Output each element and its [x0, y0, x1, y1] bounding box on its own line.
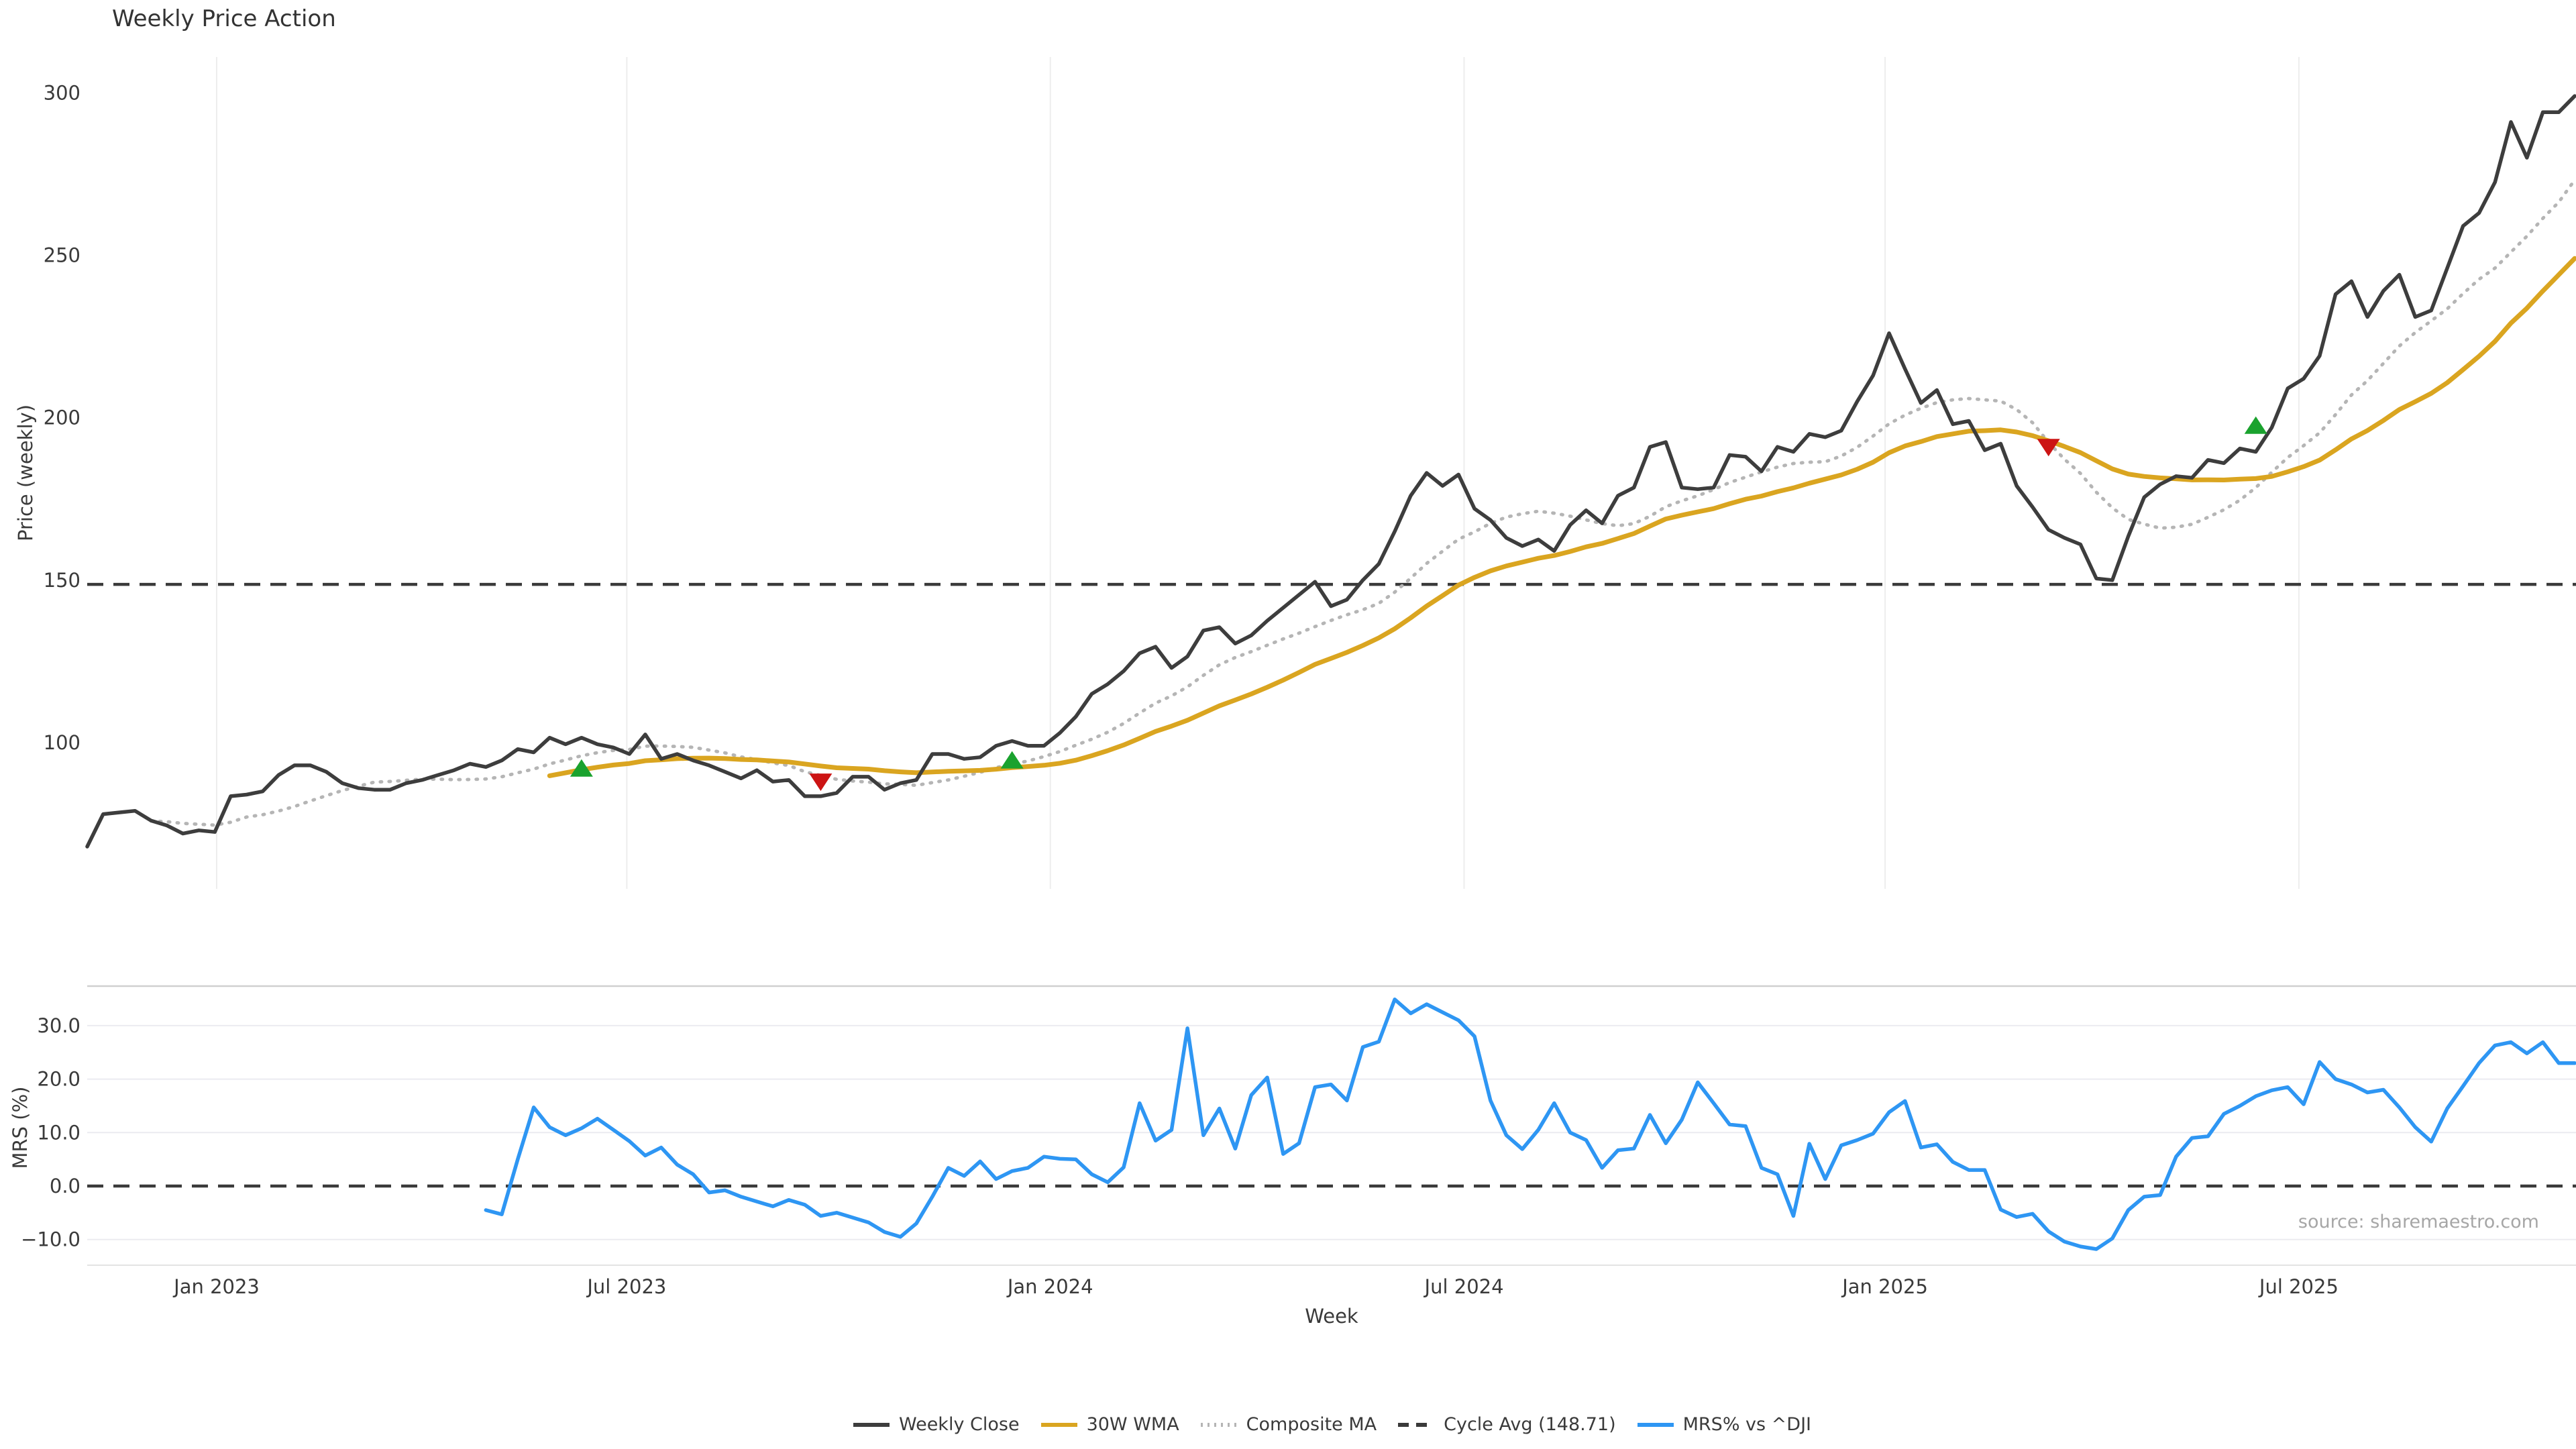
x-tick-label: Jul 2023 — [586, 1275, 666, 1298]
page-title: Weekly Price Action — [112, 5, 336, 32]
legend-swatch-solid — [853, 1422, 890, 1427]
legend-item: Cycle Avg (148.71) — [1397, 1414, 1616, 1435]
buy-signal-marker — [1000, 751, 1024, 769]
mrs-y-tick-label: 0.0 — [50, 1175, 80, 1197]
mrs-y-tick-label: 20.0 — [37, 1068, 80, 1091]
legend-item: 30W WMA — [1040, 1414, 1179, 1435]
legend-label: Composite MA — [1246, 1414, 1377, 1435]
price-y-tick-label: 150 — [44, 569, 80, 592]
legend-item: MRS% vs ^DJI — [1636, 1414, 1811, 1435]
legend-item: Composite MA — [1199, 1414, 1377, 1435]
buy-signal-marker — [570, 759, 593, 777]
wma-30w-line — [547, 256, 2576, 778]
composite-ma-line — [149, 178, 2576, 827]
x-tick-label: Jul 2024 — [1424, 1275, 1504, 1298]
legend-label: Cycle Avg (148.71) — [1444, 1414, 1616, 1435]
source-attribution: source: sharemaestro.com — [2298, 1212, 2539, 1232]
sell-signal-marker — [2037, 439, 2060, 457]
price-y-tick-label: 100 — [44, 731, 80, 754]
price-y-tick-label: 200 — [44, 407, 80, 429]
x-tick-label: Jan 2023 — [172, 1275, 260, 1298]
x-tick-label: Jul 2025 — [2258, 1275, 2339, 1298]
chart-legend: Weekly Close 30W WMA Composite MA Cycle Avg… — [87, 1414, 2576, 1435]
x-axis-label: Week — [1305, 1305, 1358, 1328]
price-y-tick-label: 250 — [44, 244, 80, 266]
legend-swatch-dotted — [1200, 1422, 1237, 1427]
x-tick-label: Jan 2024 — [1006, 1275, 1093, 1298]
x-tick-label: Jan 2025 — [1841, 1275, 1928, 1298]
legend-label: MRS% vs ^DJI — [1682, 1414, 1812, 1435]
legend-label: Weekly Close — [898, 1414, 1020, 1435]
mrs-y-tick-label: −10.0 — [21, 1228, 80, 1251]
price-y-tick-label: 300 — [44, 81, 80, 104]
mrs-y-tick-label: 10.0 — [37, 1121, 80, 1144]
mrs-y-tick-label: 30.0 — [37, 1014, 80, 1037]
legend-item: Weekly Close — [852, 1414, 1020, 1435]
sell-signal-marker — [809, 773, 833, 792]
mrs-line — [484, 998, 2576, 1251]
legend-swatch-dashed — [1398, 1422, 1435, 1427]
buy-signal-marker — [2244, 416, 2267, 434]
legend-swatch-solid — [1040, 1422, 1077, 1427]
legend-label: 30W WMA — [1086, 1414, 1179, 1435]
legend-swatch-solid — [1637, 1422, 1674, 1427]
weekly-close-line — [85, 94, 2576, 849]
